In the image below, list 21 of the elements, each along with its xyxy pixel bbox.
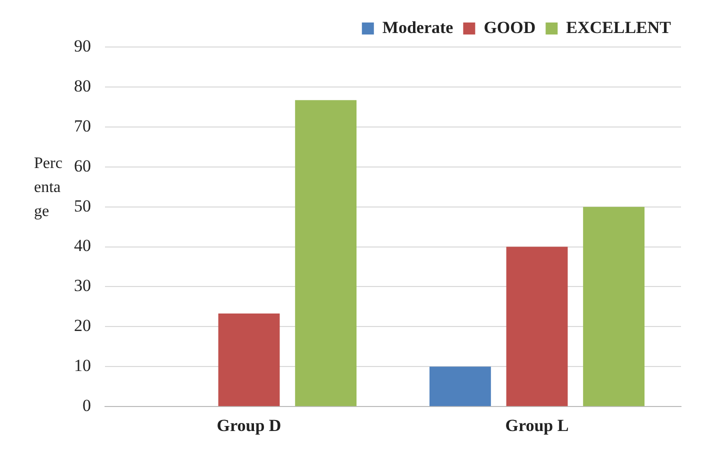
y-tick-label: 40: [74, 236, 91, 256]
bar: [218, 314, 280, 406]
y-tick-label: 70: [74, 116, 91, 136]
y-tick-label: 90: [74, 36, 91, 56]
legend-label: EXCELLENT: [566, 18, 672, 37]
y-axis-title: Percentage: [34, 154, 64, 222]
bar: [506, 246, 568, 406]
legend-label: Moderate: [382, 18, 454, 37]
bar: [295, 100, 357, 406]
bar: [583, 206, 645, 406]
x-tick-label: Group D: [216, 416, 282, 436]
y-tick-label: 80: [74, 76, 91, 96]
y-tick-label: 0: [82, 396, 91, 416]
y-tick-label: 10: [74, 356, 91, 376]
y-tick-label: 30: [74, 276, 91, 296]
y-tick-label: 20: [74, 316, 91, 336]
y-tick-label: 50: [74, 196, 91, 216]
bar: [429, 366, 491, 406]
y-tick-label: 60: [74, 156, 91, 176]
legend-label: GOOD: [484, 18, 536, 37]
x-tick-label: Group L: [505, 416, 569, 436]
